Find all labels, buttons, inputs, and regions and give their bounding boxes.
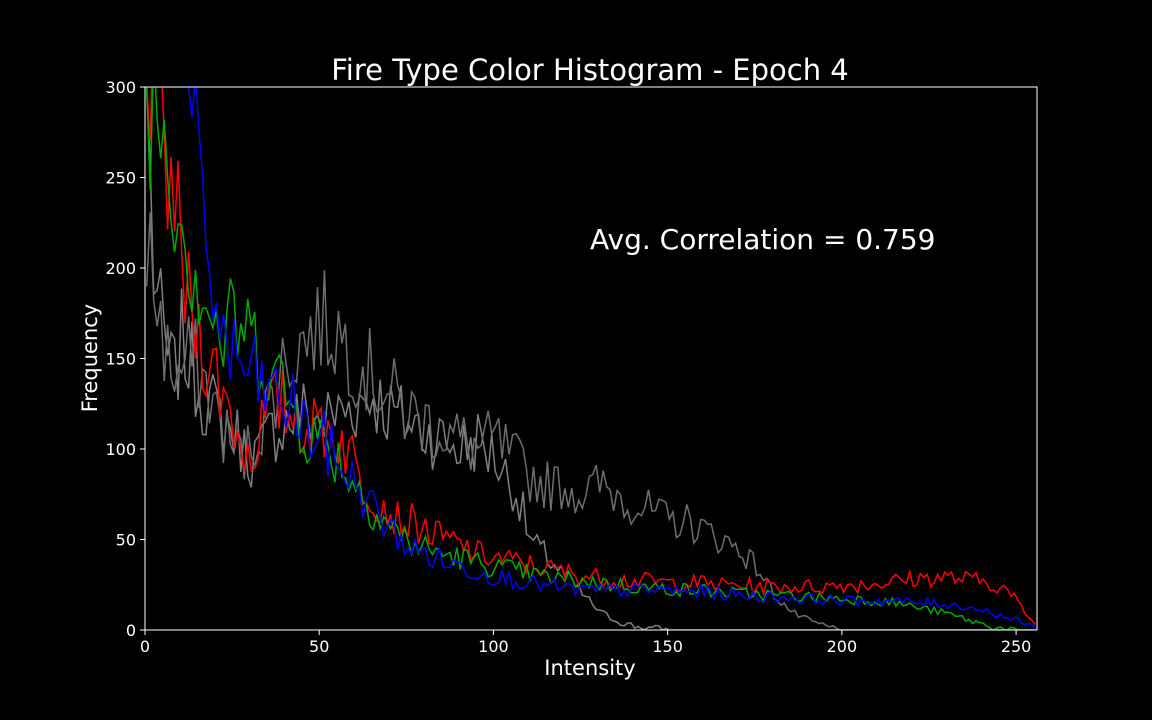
y-axis-label: Frequency [78,304,102,413]
chart-title: Fire Type Color Histogram - Epoch 4 [331,53,849,87]
y-tick-label: 200 [105,259,136,278]
x-tick-label: 50 [309,637,329,656]
histogram-series-4 [146,87,1036,629]
x-axis-label: Intensity [544,656,635,680]
x-tick-label: 200 [827,637,858,656]
y-tick-label: 300 [105,78,136,97]
y-axis: 0 50 100 150 200 250 300 [105,78,145,640]
series-layer [145,87,1036,630]
y-tick-label: 250 [105,169,136,188]
y-tick-label: 50 [116,531,136,550]
histogram-series-2 [145,87,1036,625]
x-tick-label: 100 [478,637,509,656]
x-axis: 0 50 100 150 200 250 [140,630,1031,656]
y-tick-label: 100 [105,440,136,459]
x-tick-label: 250 [1001,637,1032,656]
correlation-annotation: Avg. Correlation = 0.759 [590,223,935,256]
x-tick-label: 150 [652,637,683,656]
x-tick-label: 0 [140,637,150,656]
histogram-series-1 [145,212,1036,630]
y-tick-label: 150 [105,350,136,369]
y-tick-label: 0 [126,621,136,640]
